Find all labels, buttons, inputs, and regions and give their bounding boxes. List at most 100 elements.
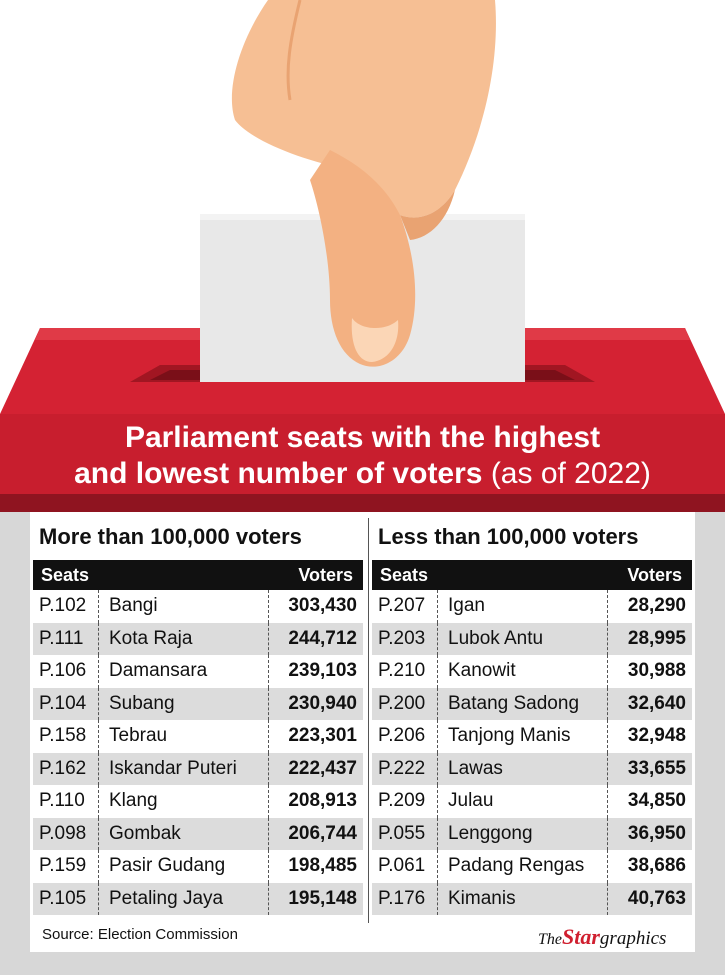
seat-code: P.111 [33,622,99,655]
seat-name: Kota Raja [99,622,269,655]
col-seats-header: Seats [380,565,429,585]
brand-logo: TheStargraphics [538,924,666,950]
hand-icon [231,0,496,367]
lowest-voters-header-row: Seats Voters [372,560,692,590]
table-row: P.210 Kanowit 30,988 [372,655,692,688]
brand-the: The [538,931,562,948]
voter-count: 195,148 [288,887,357,909]
title-banner [0,414,725,498]
seat-name: Tanjong Manis [438,720,608,753]
voter-count: 38,686 [627,855,686,876]
seat-name: Julau [438,785,608,818]
seat-code: P.105 [33,882,99,915]
brand-graphics: graphics [599,928,667,949]
ballot-box-illustration [0,0,725,414]
seat-name: Subang [99,687,269,720]
title-line-2-thin: (as of 2022) [482,457,651,490]
table-row: P.159 Pasir Gudang 198,485 [33,850,363,883]
seat-name: Gombak [99,817,269,850]
seat-name: Iskandar Puteri [99,752,269,785]
voter-count: 34,850 [627,790,686,811]
seat-code: P.203 [372,622,438,655]
col-voters-header: Voters [627,565,682,585]
page-title: Parliament seats with the highest and lo… [0,420,725,492]
table-row: P.102 Bangi 303,430 [33,590,363,623]
panel-right-shade [695,512,725,975]
voter-count: 206,744 [288,822,357,844]
col-seats-header: Seats [41,565,90,585]
col-voters-header: Voters [298,565,353,585]
seat-code: P.106 [33,655,99,688]
seat-name: Klang [99,785,269,818]
table-row: P.176 Kimanis 40,763 [372,882,692,915]
table-row: P.207 Igan 28,290 [372,590,692,623]
table-row: P.206 Tanjong Manis 32,948 [372,720,692,753]
table-row: P.200 Batang Sadong 32,640 [372,687,692,720]
voter-count: 28,290 [627,595,686,616]
highest-voters-table: More than 100,000 voters Seats Voters P.… [33,512,363,915]
voter-count: 239,103 [288,660,357,681]
voter-count: 36,950 [627,822,686,844]
voter-count: 208,913 [288,790,357,811]
seat-code: P.209 [372,785,438,818]
voter-count: 244,712 [288,627,357,649]
table-row: P.162 Iskandar Puteri 222,437 [33,752,363,785]
voter-count: 222,437 [288,757,357,779]
seat-name: Padang Rengas [438,850,608,883]
table-row: P.222 Lawas 33,655 [372,752,692,785]
seat-name: Lubok Antu [438,622,608,655]
table-row: P.110 Klang 208,913 [33,785,363,818]
title-line-1: Parliament seats with the highest [124,421,601,454]
lowest-voters-table: Less than 100,000 voters Seats Voters P.… [372,512,692,915]
table-row: P.203 Lubok Antu 28,995 [372,622,692,655]
lowest-voters-heading: Less than 100,000 voters [378,524,639,549]
voter-count: 28,995 [627,627,686,649]
source-note: Source: Election Commission [42,926,238,943]
table-row: P.105 Petaling Jaya 195,148 [33,882,363,915]
seat-code: P.055 [372,817,438,850]
seat-code: P.162 [33,752,99,785]
voter-count: 33,655 [627,757,686,779]
seat-name: Pasir Gudang [99,850,269,883]
seat-name: Batang Sadong [438,687,608,720]
table-row: P.061 Padang Rengas 38,686 [372,850,692,883]
title-line-2-bold: and lowest number of voters [74,457,483,490]
seat-code: P.110 [33,785,99,818]
table-row: P.104 Subang 230,940 [33,687,363,720]
seat-code: P.158 [33,720,99,753]
panel-bottom-shade [0,952,725,975]
highest-voters-header-row: Seats Voters [33,560,363,590]
table-row: P.106 Damansara 239,103 [33,655,363,688]
seat-name: Kimanis [438,882,608,915]
brand-star: Star [562,924,600,949]
seat-code: P.207 [372,590,438,623]
voter-count: 198,485 [288,855,357,876]
table-row: P.055 Lenggong 36,950 [372,817,692,850]
seat-code: P.159 [33,850,99,883]
table-row: P.158 Tebrau 223,301 [33,720,363,753]
voter-count: 303,430 [288,595,357,616]
seat-code: P.104 [33,687,99,720]
seat-name: Damansara [99,655,269,688]
table-row: P.098 Gombak 206,744 [33,817,363,850]
seat-name: Bangi [99,590,269,623]
seat-code: P.061 [372,850,438,883]
table-row: P.209 Julau 34,850 [372,785,692,818]
table-row: P.111 Kota Raja 244,712 [33,622,363,655]
seat-code: P.176 [372,882,438,915]
seat-code: P.102 [33,590,99,623]
seat-name: Kanowit [438,655,608,688]
seat-code: P.206 [372,720,438,753]
title-line-2: and lowest number of voters (as of 2022) [0,456,725,492]
voter-count: 230,940 [288,692,357,714]
seat-code: P.222 [372,752,438,785]
column-divider [368,518,369,923]
seat-name: Lawas [438,752,608,785]
seat-name: Tebrau [99,720,269,753]
seat-name: Petaling Jaya [99,882,269,915]
seat-name: Igan [438,590,608,623]
seat-code: P.210 [372,655,438,688]
panel-left-shade [0,512,30,975]
seat-code: P.200 [372,687,438,720]
voter-count: 223,301 [288,725,357,746]
